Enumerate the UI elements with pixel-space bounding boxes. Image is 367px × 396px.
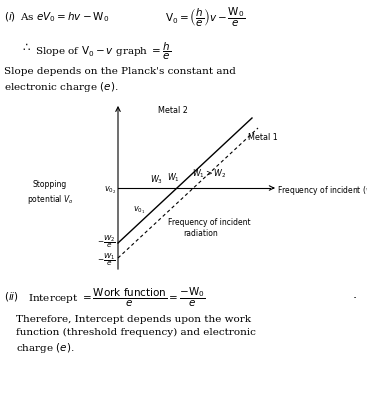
Text: Slope depends on the Planck's constant and: Slope depends on the Planck's constant a… [4,67,236,76]
Text: Frequency of incident $(v)\rightarrow$: Frequency of incident $(v)\rightarrow$ [277,184,367,197]
Text: $W_1$: $W_1$ [167,172,180,185]
Text: Intercept $= \dfrac{\mathrm{Work\ function}}{e} = \dfrac{-\mathrm{W}_0}{e}$: Intercept $= \dfrac{\mathrm{Work\ functi… [28,286,206,309]
Text: Therefore, Intercept depends upon the work: Therefore, Intercept depends upon the wo… [16,315,251,324]
Text: $(i)$: $(i)$ [4,10,16,23]
Text: $v_{0_1}$: $v_{0_1}$ [133,204,145,215]
Text: Stopping
potential $V_o$: Stopping potential $V_o$ [27,180,73,206]
Text: charge $(e).$: charge $(e).$ [16,341,75,355]
Text: $-\dfrac{W_2}{e}$: $-\dfrac{W_2}{e}$ [97,234,116,250]
Text: $W_1 > W_2$: $W_1 > W_2$ [192,168,226,181]
Text: $\mathrm{V}_0 = \left(\dfrac{h}{e}\right)v - \dfrac{\mathrm{W}_0}{e}$: $\mathrm{V}_0 = \left(\dfrac{h}{e}\right… [165,6,245,29]
Text: Slope of $\mathrm{V}_0 - v$ graph $= \dfrac{h}{e}$: Slope of $\mathrm{V}_0 - v$ graph $= \df… [35,41,171,62]
Text: $\therefore$: $\therefore$ [20,40,31,53]
Text: $-\dfrac{W_1}{e}$: $-\dfrac{W_1}{e}$ [97,252,116,268]
Text: $v_{0_2}$: $v_{0_2}$ [103,184,116,196]
Text: $W_3$: $W_3$ [150,174,163,187]
Text: radiation: radiation [183,229,218,238]
Text: Metal 1: Metal 1 [248,133,278,142]
Text: $(ii)$: $(ii)$ [4,290,19,303]
Text: function (threshold frequency) and electronic: function (threshold frequency) and elect… [16,328,256,337]
Text: Metal 2: Metal 2 [158,106,188,115]
Text: Frequency of incident: Frequency of incident [168,218,251,227]
Text: As $eV_0 = hv - \mathrm{W}_0$: As $eV_0 = hv - \mathrm{W}_0$ [20,10,109,24]
Text: .: . [353,288,357,301]
Text: electronic charge $(e).$: electronic charge $(e).$ [4,80,118,94]
